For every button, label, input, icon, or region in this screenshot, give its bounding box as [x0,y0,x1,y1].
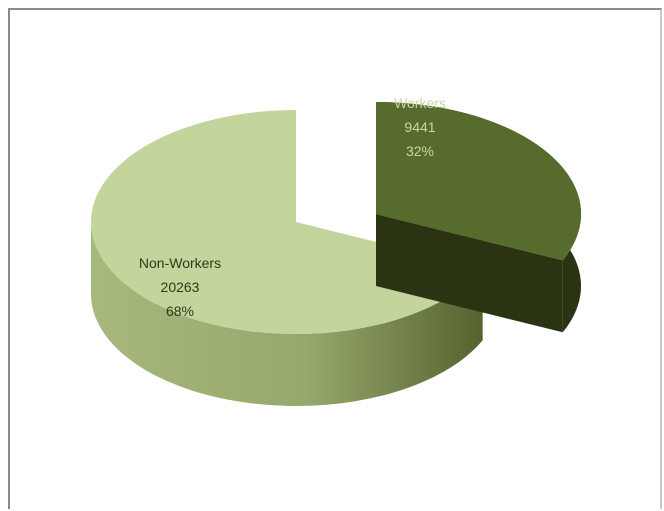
pie-slice-workers [376,102,582,333]
slice-side [91,222,483,407]
data-label-non-workers: Non-Workers 20263 68% [139,255,221,319]
data-label-workers: Workers 9441 32% [394,95,446,159]
slice-cut-face [376,214,563,333]
slice-top [376,102,582,261]
